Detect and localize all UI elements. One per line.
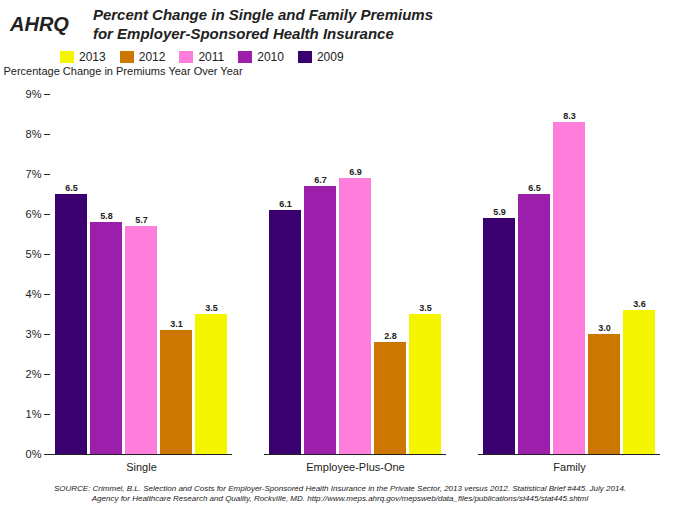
svg-text:3.6: 3.6 [633,299,646,309]
svg-text:Single: Single [126,461,157,473]
svg-text:1%: 1% [26,408,42,420]
svg-text:Percentage Change in Premiums: Percentage Change in Premiums Year Over … [4,65,243,77]
html-text:2011: 2011 [198,49,225,64]
svg-text:5.8: 5.8 [100,211,113,221]
svg-text:5%: 5% [26,248,42,260]
svg-text:6.9: 6.9 [349,167,362,177]
html-text:AHRQ: AHRQ [10,13,69,36]
svg-text:6%: 6% [26,208,42,220]
svg-text:6.5: 6.5 [528,183,541,193]
svg-text:3.5: 3.5 [205,303,218,313]
svg-text:5.9: 5.9 [493,207,506,217]
svg-text:6.1: 6.1 [279,199,292,209]
svg-text:6.5: 6.5 [65,183,78,193]
svg-text:2.8: 2.8 [384,331,397,341]
html-text:SOURCE: Crimmel, B.L. Selectio: SOURCE: Crimmel, B.L. Selection and Cost… [53,483,627,503]
svg-text:3.0: 3.0 [598,323,611,333]
svg-text:Employee-Plus-One: Employee-Plus-One [306,461,404,473]
svg-text:5.7: 5.7 [135,215,148,225]
svg-text:6.7: 6.7 [314,175,327,185]
svg-text:Family: Family [553,461,586,473]
svg-text:4%: 4% [26,288,42,300]
html-text:2013: 2013 [79,49,106,64]
svg-text:3.5: 3.5 [419,303,432,313]
svg-text:8.3: 8.3 [563,111,576,121]
svg-text:2%: 2% [26,368,42,380]
html-text:2010: 2010 [257,49,284,64]
svg-text:3%: 3% [26,328,42,340]
svg-text:3.1: 3.1 [170,319,183,329]
html-text:2012: 2012 [138,49,166,64]
svg-text:0%: 0% [26,448,42,460]
svg-text:8%: 8% [26,128,42,140]
html-text:2009: 2009 [316,49,344,64]
svg-text:9%: 9% [26,88,42,100]
svg-text:7%: 7% [26,168,42,180]
html-text:Percent Change in Single and F: Percent Change in Single and Family Prem… [92,6,433,42]
